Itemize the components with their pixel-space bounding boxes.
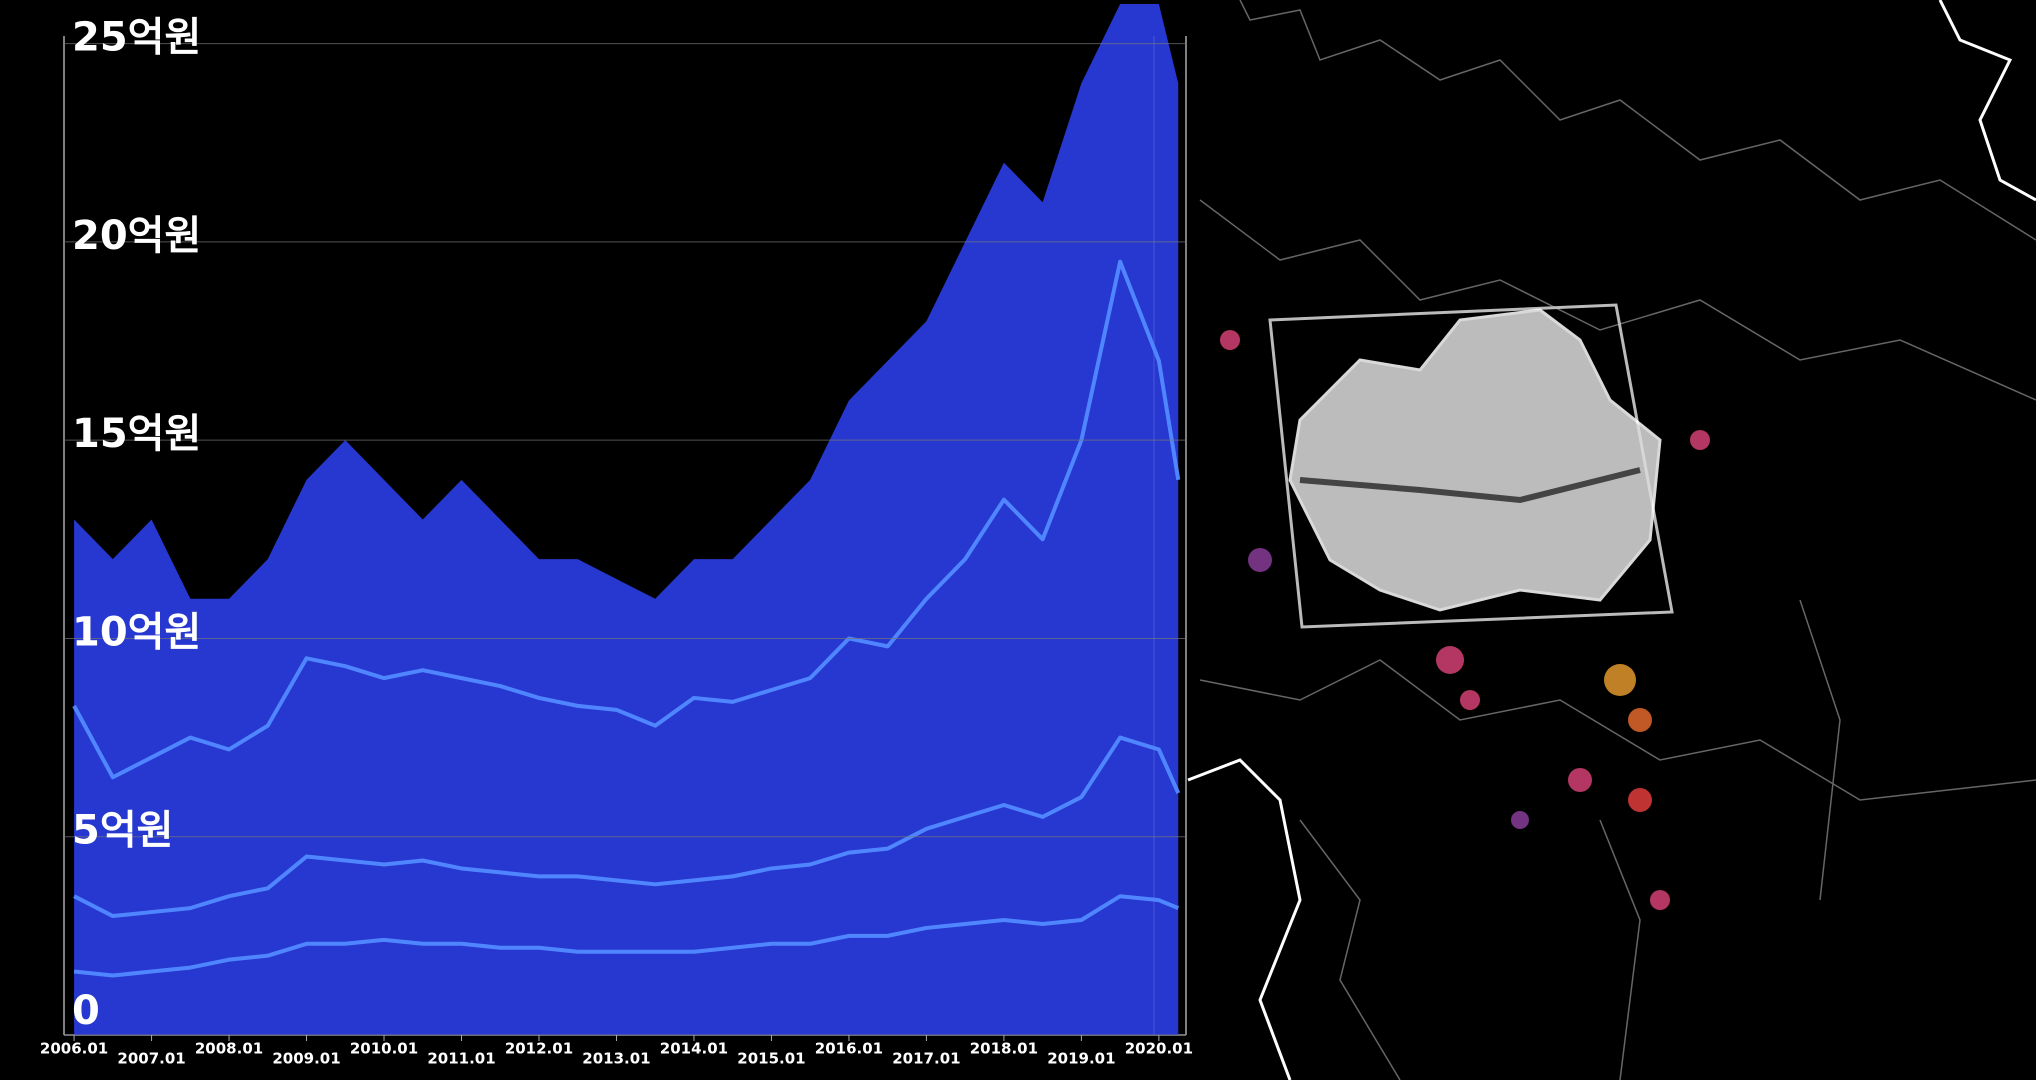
x-tick-label: 2011.01 [427,1050,495,1068]
scatter-cloud [74,3,1179,1035]
y-tick-label: 25억원 [72,15,201,61]
boundary [1239,0,2036,241]
coastline [1187,0,2036,1080]
x-tick-label: 2009.01 [272,1050,340,1068]
map [1187,0,2036,1080]
y-tick-label: 5억원 [72,808,173,854]
y-tick-label: 15억원 [72,411,201,457]
y-tick-label: 0 [72,988,100,1034]
x-tick-label: 2015.01 [737,1050,805,1068]
boundary [1199,659,2036,801]
x-tick-label: 2014.01 [660,1040,728,1058]
trend-line [73,894,1180,978]
x-tick-label: 2008.01 [195,1040,263,1058]
x-tick-label: 2006.01 [40,1040,108,1058]
x-tick-label: 2010.01 [350,1040,418,1058]
x-tick-label: 2012.01 [505,1040,573,1058]
heat-spots [1220,330,1710,910]
trend-line [73,735,1181,919]
trend-line [72,259,1181,780]
boundary [1199,199,2036,401]
x-tick-label: 2019.01 [1047,1050,1115,1068]
selection-box [1268,303,1674,629]
x-tick-label: 2016.01 [815,1040,883,1058]
x-tick-label: 2007.01 [117,1050,185,1068]
x-tick-label: 2018.01 [970,1040,1038,1058]
y-tick-label: 10억원 [72,609,201,655]
x-tick-label: 2017.01 [892,1050,960,1068]
x-tick-label: 2013.01 [582,1050,650,1068]
y-tick-label: 20억원 [72,213,201,259]
boundary [1299,599,1841,1080]
x-tick-label: 2020.01 [1125,1040,1193,1058]
city-area [1288,308,1662,612]
river [1299,467,1641,504]
